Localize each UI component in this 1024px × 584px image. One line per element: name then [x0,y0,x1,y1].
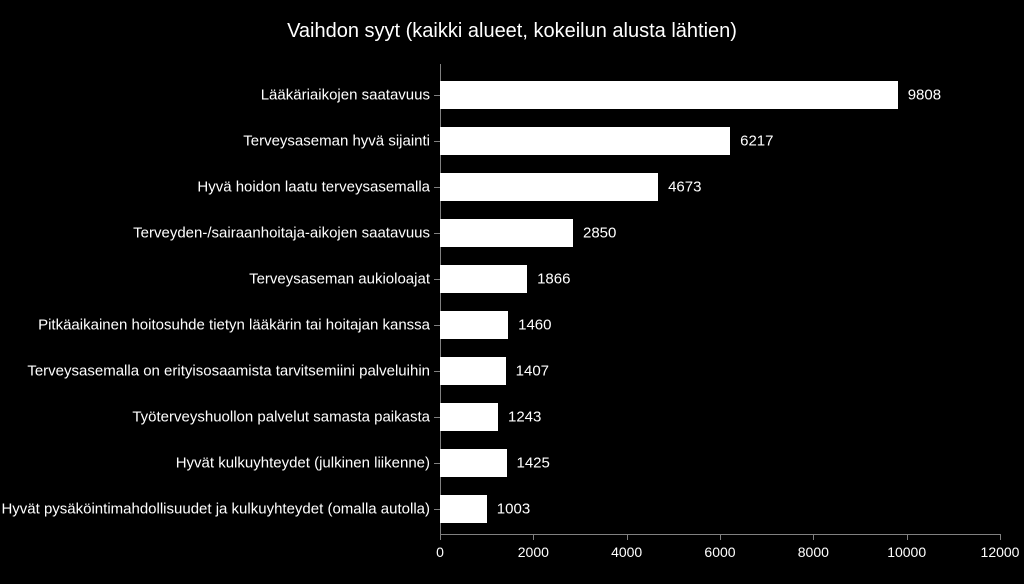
bar-label: Lääkäriaikojen saatavuus [261,87,430,104]
bar-row: Hyvä hoidon laatu terveysasemalla4673 [440,164,1000,210]
x-tick-line [533,534,534,540]
bar-row: Pitkäaikainen hoitosuhde tietyn lääkärin… [440,302,1000,348]
bar-row: Lääkäriaikojen saatavuus9808 [440,72,1000,118]
y-tick-line [434,417,440,418]
x-tick-line [627,534,628,540]
bar-row: Terveyden-/sairaanhoitaja-aikojen saatav… [440,210,1000,256]
bar-value: 1407 [516,363,549,380]
bar-rect [440,127,730,155]
x-tick-label: 2000 [503,544,563,560]
bar-rect [440,311,508,339]
x-tick-label: 0 [410,544,470,560]
x-tick-label: 8000 [783,544,843,560]
x-tick-label: 4000 [597,544,657,560]
x-tick-line [907,534,908,540]
bar-value: 1866 [537,271,570,288]
bar-value: 9808 [908,87,941,104]
bar-rect [440,403,498,431]
bar-rect [440,357,506,385]
y-tick-line [434,325,440,326]
bar-rect [440,265,527,293]
bar-label: Terveysasemalla on erityisosaamista tarv… [27,363,430,380]
y-tick-line [434,279,440,280]
x-tick-label: 12000 [970,544,1024,560]
x-tick-label: 10000 [877,544,937,560]
bar-row: Terveysaseman hyvä sijainti6217 [440,118,1000,164]
bar-row: Terveysaseman aukioloajat1866 [440,256,1000,302]
y-tick-line [434,233,440,234]
bar-value: 1003 [497,501,530,518]
chart-title: Vaihdon syyt (kaikki alueet, kokeilun al… [0,20,1024,43]
x-tick-label: 6000 [690,544,750,560]
bar-value: 6217 [740,133,773,150]
x-tick-line [1000,534,1001,540]
bar-value: 1460 [518,317,551,334]
bar-value: 4673 [668,179,701,196]
bar-rect [440,81,898,109]
bar-label: Pitkäaikainen hoitosuhde tietyn lääkärin… [38,317,430,334]
bar-row: Terveysasemalla on erityisosaamista tarv… [440,348,1000,394]
bars-area: Lääkäriaikojen saatavuus9808Terveysasema… [440,64,1000,534]
x-tick-line [813,534,814,540]
bar-row: Hyvät kulkuyhteydet (julkinen liikenne)1… [440,440,1000,486]
chart-container: Vaihdon syyt (kaikki alueet, kokeilun al… [0,0,1024,584]
bar-label: Hyvä hoidon laatu terveysasemalla [197,179,430,196]
y-tick-line [434,141,440,142]
bar-rect [440,495,487,523]
bar-label: Terveyden-/sairaanhoitaja-aikojen saatav… [133,225,430,242]
bar-label: Terveysaseman hyvä sijainti [243,133,430,150]
bar-label: Terveysaseman aukioloajat [249,271,430,288]
bar-label: Työterveyshuollon palvelut samasta paika… [132,409,430,426]
bar-rect [440,173,658,201]
bar-value: 2850 [583,225,616,242]
bar-label: Hyvät kulkuyhteydet (julkinen liikenne) [176,455,430,472]
y-tick-line [434,509,440,510]
x-tick-line [440,534,441,540]
y-tick-line [434,95,440,96]
x-tick-line [720,534,721,540]
bar-label: Hyvät pysäköintimahdollisuudet ja kulkuy… [1,501,430,518]
y-tick-line [434,371,440,372]
bar-row: Hyvät pysäköintimahdollisuudet ja kulkuy… [440,486,1000,532]
bar-rect [440,219,573,247]
bar-rect [440,449,507,477]
y-tick-line [434,187,440,188]
bar-value: 1425 [517,455,550,472]
y-tick-line [434,463,440,464]
bar-row: Työterveyshuollon palvelut samasta paika… [440,394,1000,440]
bar-value: 1243 [508,409,541,426]
